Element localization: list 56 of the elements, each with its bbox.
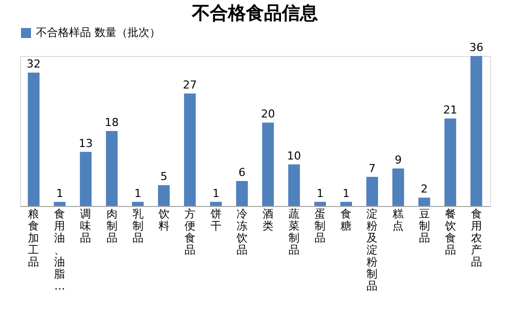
bar (210, 202, 222, 206)
bar (366, 176, 378, 206)
bar (132, 202, 144, 206)
bar (470, 56, 482, 206)
bar (314, 202, 326, 206)
x-tick-label: 冷冻饮品 (235, 208, 248, 256)
x-tick-label: 蛋制品 (314, 208, 326, 244)
data-label: 7 (368, 162, 376, 175)
data-label: 20 (261, 108, 276, 121)
bar (184, 94, 196, 206)
data-label: 1 (342, 186, 350, 200)
bar (158, 185, 170, 206)
x-tick-label: 餐饮食品 (444, 208, 456, 256)
x-tick-label: 糕点 (392, 208, 404, 232)
x-tick-label: 食用油、油脂… (54, 208, 66, 292)
bar (236, 181, 248, 206)
bar (28, 72, 40, 206)
x-tick-label: 豆制品 (418, 208, 430, 244)
data-label: 36 (469, 41, 484, 54)
x-tick-label: 饼干 (209, 208, 222, 232)
data-label: 2 (420, 182, 428, 196)
bar (262, 122, 274, 206)
x-tick-label: 粮食加工品 (28, 208, 40, 268)
data-label: 32 (26, 58, 41, 71)
data-label: 21 (443, 104, 458, 116)
bar (418, 198, 430, 206)
x-tick-label: 方便食品 (184, 208, 196, 256)
x-tick-label: 淀粉及淀粉制品 (366, 208, 378, 292)
chart-title: 不合格食品信息 (191, 3, 318, 24)
bar (54, 202, 66, 206)
data-label: 5 (160, 170, 168, 184)
x-tick-label: 蔬菜制品 (288, 208, 300, 256)
data-label: 10 (287, 149, 302, 162)
bar (80, 152, 92, 206)
x-tick-label: 饮料 (157, 208, 170, 232)
data-label: 6 (238, 166, 246, 179)
data-label: 1 (316, 186, 324, 200)
bar (106, 131, 118, 206)
x-tick-label: 食糖 (340, 208, 352, 232)
x-tick-label: 乳制品 (132, 208, 144, 244)
data-label: 1 (56, 186, 64, 200)
x-tick-label: 肉制品 (106, 208, 118, 244)
bar (444, 118, 456, 206)
legend-label: 不合格样品 数量（批次） (36, 26, 160, 39)
data-label: 27 (182, 78, 197, 92)
data-label: 13 (78, 136, 93, 150)
data-label: 1 (134, 186, 142, 200)
data-label: 9 (394, 154, 402, 166)
data-label: 1 (212, 186, 220, 200)
x-tick-label: 调味品 (80, 208, 92, 244)
x-tick-label: 食用农产品 (470, 208, 482, 268)
x-tick-label: 酒类 (262, 208, 274, 232)
bar (392, 168, 404, 206)
bar (288, 164, 300, 206)
bar (340, 202, 352, 206)
data-label: 18 (104, 116, 119, 129)
